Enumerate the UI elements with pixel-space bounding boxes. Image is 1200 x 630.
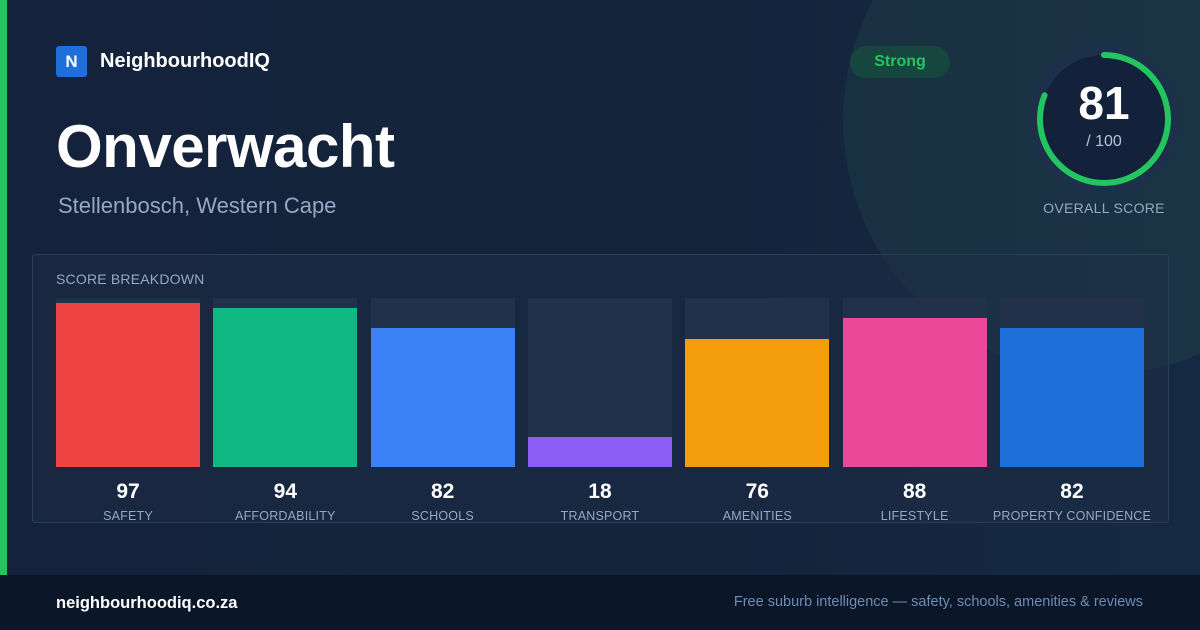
bar-value-label: 97 [116, 480, 140, 503]
bar-value-label: 76 [745, 480, 769, 503]
overall-score-value: 81 [1078, 77, 1130, 129]
overall-score-label: OVERALL SCORE [1043, 200, 1165, 216]
bar-category-label: SAFETY [103, 509, 153, 523]
score-breakdown-title: SCORE BREAKDOWN [56, 271, 205, 287]
bar-category-label: PROPERTY CONFIDENCE [992, 509, 1152, 523]
bar-track [685, 298, 830, 467]
bar-track [370, 298, 515, 467]
bar-value-label: 82 [1060, 480, 1084, 503]
bar-track [56, 298, 200, 467]
bar-value-label: 82 [430, 480, 455, 503]
accent-bar [0, 0, 7, 575]
bar-fill [685, 339, 830, 467]
bar-category-label: LIFESTYLE [880, 509, 949, 523]
overall-score-max: / 100 [1086, 133, 1122, 150]
brand-name: NeighbourhoodIQ [100, 50, 270, 72]
rating-badge: Strong [850, 46, 950, 78]
suburb-location: Stellenbosch, Western Cape [58, 193, 337, 218]
score-ring-arc [1037, 52, 1171, 186]
bar-value-label: 94 [273, 480, 297, 503]
footer-url[interactable]: neighbourhoodiq.co.za [56, 594, 238, 612]
bar-category-label: AMENITIES [722, 509, 792, 523]
bar-fill [213, 308, 358, 467]
footer-tagline: Free suburb intelligence — safety, schoo… [733, 594, 1143, 610]
bar-track [527, 298, 672, 467]
bar-track [213, 298, 358, 467]
brand-logo-icon: N [56, 46, 87, 77]
overall-score-ring [1028, 43, 1180, 195]
bar-fill [842, 318, 987, 467]
bar-category-label: SCHOOLS [411, 509, 474, 523]
bar-fill [370, 328, 515, 467]
brand: N NeighbourhoodIQ [56, 46, 270, 77]
bar-value-label: 88 [902, 480, 927, 503]
bar-value-label: 18 [588, 480, 612, 503]
bar-track [842, 298, 987, 467]
bar-track [999, 298, 1144, 467]
bar-category-label: AFFORDABILITY [235, 509, 336, 523]
bar-category-label: TRANSPORT [560, 509, 640, 523]
bar-fill [527, 437, 672, 467]
footer [0, 575, 1200, 630]
suburb-title: Onverwacht [56, 113, 395, 180]
bar-fill [56, 303, 200, 467]
bar-fill [999, 328, 1144, 467]
